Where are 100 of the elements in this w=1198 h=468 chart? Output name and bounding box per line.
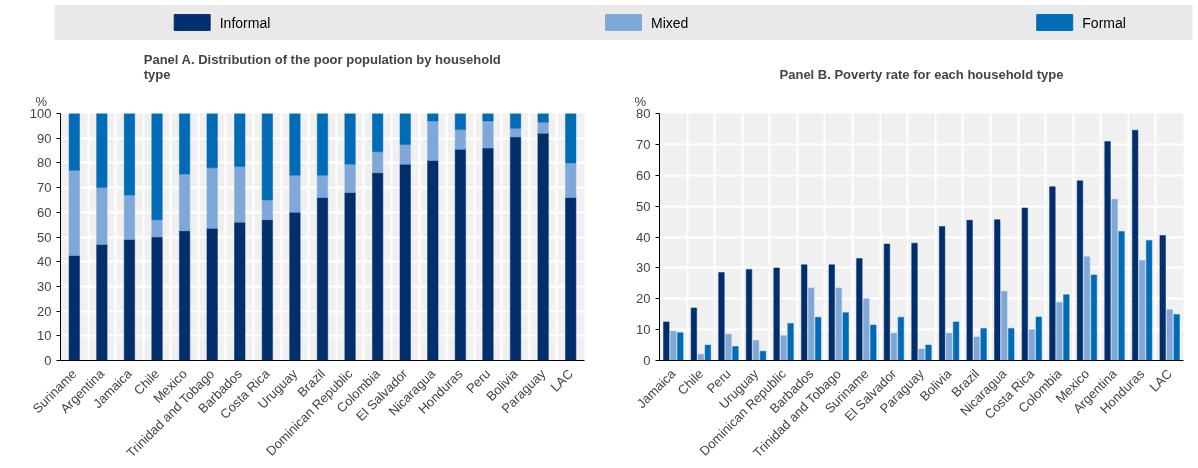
bar — [565, 197, 577, 361]
bar — [994, 219, 1001, 361]
bar — [206, 167, 218, 229]
bar — [151, 219, 163, 238]
bar — [289, 212, 301, 361]
y-tick-label: 70 — [636, 136, 651, 152]
bar — [897, 317, 904, 361]
bar — [123, 239, 135, 361]
bar — [870, 324, 877, 361]
bar — [1076, 180, 1084, 361]
bar — [1173, 314, 1180, 361]
bar — [234, 166, 246, 223]
bar — [1063, 294, 1070, 361]
bar — [1035, 316, 1042, 361]
bar — [261, 113, 273, 201]
bar — [151, 113, 163, 220]
y-tick-label: 40 — [636, 229, 651, 245]
bar — [787, 323, 794, 361]
bar — [454, 129, 466, 150]
bar — [773, 267, 780, 361]
bar — [68, 255, 80, 361]
legend-label: Formal — [1082, 14, 1126, 31]
bar — [289, 113, 301, 176]
bar — [123, 194, 135, 240]
bar — [925, 344, 932, 361]
bar — [1056, 302, 1063, 361]
bar — [510, 136, 522, 361]
bar — [399, 113, 411, 145]
y-tick-label: 0 — [44, 353, 52, 368]
chart-title: Panel B. Poverty rate for each household type — [779, 66, 1064, 82]
bar — [973, 336, 980, 361]
bar — [482, 113, 494, 122]
bar — [801, 264, 808, 361]
bar — [537, 121, 549, 134]
bar — [206, 228, 218, 361]
bar — [1111, 199, 1118, 361]
bar — [1083, 256, 1091, 361]
bar — [482, 147, 494, 361]
bar — [759, 350, 767, 361]
bar — [537, 133, 549, 361]
bar — [1090, 274, 1098, 361]
y-tick-label: 0 — [643, 353, 651, 368]
bar — [68, 113, 80, 171]
bar — [344, 163, 356, 193]
bar — [953, 321, 960, 361]
legend-label: Informal — [219, 14, 271, 31]
bar — [697, 354, 704, 361]
bar — [1146, 240, 1153, 361]
bar — [96, 244, 108, 361]
bar — [427, 120, 439, 161]
x-tick-label: LAC — [1146, 366, 1176, 395]
bar — [677, 332, 684, 361]
bar — [427, 113, 439, 122]
bar — [670, 330, 677, 361]
bar — [780, 335, 787, 361]
y-tick-label: 50 — [37, 229, 52, 245]
bar — [510, 113, 522, 129]
bar — [732, 346, 739, 361]
bar — [482, 120, 494, 149]
bar — [704, 344, 711, 361]
bar — [289, 175, 301, 213]
bar — [883, 243, 890, 361]
bar — [1028, 329, 1035, 361]
y-tick-label: 80 — [37, 155, 52, 171]
bar — [980, 328, 987, 361]
bar — [815, 317, 822, 361]
bar — [565, 162, 577, 198]
y-tick-label: 50 — [636, 198, 651, 214]
bar — [1166, 309, 1173, 361]
y-axis-title: % — [35, 93, 48, 109]
y-tick-label: 100 — [29, 106, 52, 121]
bar — [96, 113, 108, 188]
bar — [317, 113, 328, 176]
y-tick-label: 30 — [37, 278, 52, 294]
x-tick-label: LAC — [547, 366, 577, 395]
bar — [372, 151, 384, 174]
chart-title: Panel A. Distribution of the poor population by household type — [143, 51, 501, 82]
bar — [510, 128, 522, 138]
bar — [234, 113, 246, 167]
bar — [261, 199, 273, 220]
bar — [68, 170, 80, 256]
bar — [96, 187, 108, 245]
bar — [206, 113, 218, 169]
bar — [261, 219, 273, 361]
bar — [725, 334, 732, 361]
y-tick-label: 40 — [37, 254, 52, 270]
bar — [856, 258, 863, 361]
bar — [1139, 260, 1146, 361]
bar — [1049, 186, 1056, 361]
y-tick-label: 90 — [37, 130, 52, 146]
bar — [808, 287, 815, 361]
bar — [123, 113, 135, 196]
bar — [372, 113, 384, 153]
bar — [842, 312, 849, 361]
bar — [565, 113, 577, 164]
bar — [911, 242, 918, 361]
y-tick-label: 70 — [37, 180, 52, 196]
y-tick-label: 20 — [636, 291, 651, 307]
y-tick-label: 20 — [37, 303, 52, 319]
bar — [835, 287, 842, 361]
